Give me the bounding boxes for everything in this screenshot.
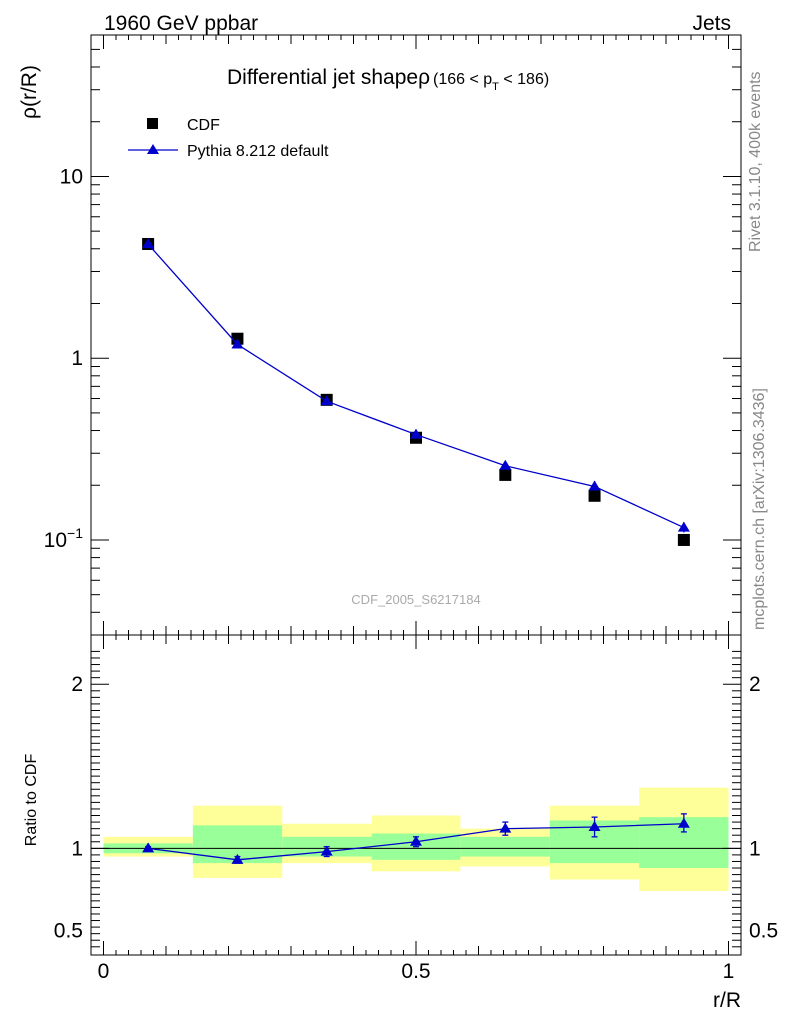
ratio-data-point bbox=[677, 817, 690, 828]
main-plot-data bbox=[142, 237, 690, 546]
ratio-plot-y-ticks bbox=[91, 650, 741, 948]
stat-uncertainty-band bbox=[460, 836, 550, 857]
y-tick-label: 10 bbox=[60, 165, 83, 188]
ratio-plot-x-tick-labels: 0 0.5 1 bbox=[98, 960, 735, 983]
pythia-data-point bbox=[588, 480, 601, 491]
ratio-y-tick-label-right: 2 bbox=[749, 673, 761, 696]
plot-title-range-open: (166 < p bbox=[433, 71, 492, 88]
plot-title-main: Differential jet shape bbox=[227, 66, 418, 89]
cdf-data-point bbox=[677, 533, 690, 546]
cdf-data-point bbox=[499, 468, 512, 481]
header-energy: 1960 GeV ppbar bbox=[104, 12, 258, 35]
legend-pythia-label: Pythia 8.212 default bbox=[187, 143, 329, 160]
x-axis-label: r/R bbox=[713, 989, 741, 1012]
analysis-watermark: CDF_2005_S6217184 bbox=[351, 592, 480, 607]
pythia-data-point bbox=[320, 395, 333, 406]
ratio-y-tick-label-right: 1 bbox=[749, 837, 761, 860]
rivet-label: Rivet 3.1.10, 400k events bbox=[747, 71, 764, 252]
ratio-y-tick-label: 1 bbox=[71, 837, 83, 860]
y-tick-label: 10−1 bbox=[44, 525, 84, 552]
pythia-data-point bbox=[142, 238, 155, 249]
ratio-plot-data bbox=[142, 813, 690, 864]
ratio-data-point bbox=[588, 821, 601, 831]
plot-title-range-close: < 186) bbox=[499, 71, 549, 88]
main-plot-y-ticks bbox=[91, 34, 741, 636]
ratio-plot-y-tick-labels: 2 2 1 1 0.5 0.5 bbox=[54, 673, 778, 942]
pythia-line bbox=[147, 243, 685, 529]
main-plot-y-tick-labels: 10 1 10−1 bbox=[44, 165, 84, 552]
legend-pythia-marker bbox=[147, 144, 159, 154]
y-axis-label: ρ(r/R) bbox=[18, 65, 41, 119]
legend: CDF Pythia 8.212 default bbox=[128, 117, 329, 160]
legend-cdf-label: CDF bbox=[187, 117, 220, 134]
ratio-y-axis-label: Ratio to CDF bbox=[23, 754, 40, 847]
x-tick-label: 0.5 bbox=[401, 960, 430, 983]
y-tick-label: 1 bbox=[71, 347, 83, 370]
ratio-data-point bbox=[142, 842, 155, 853]
cdf-data-point bbox=[588, 489, 601, 502]
plot-title-range-sub: T bbox=[492, 81, 499, 93]
x-tick-label: 1 bbox=[723, 960, 735, 983]
ratio-data-point bbox=[320, 845, 333, 856]
ratio-data-point bbox=[499, 822, 512, 833]
ratio-y-tick-label: 0.5 bbox=[54, 919, 83, 942]
pythia-data-point bbox=[231, 338, 244, 349]
ratio-plot-x-ticks bbox=[103, 635, 729, 955]
main-plot-x-ticks bbox=[103, 35, 729, 635]
ratio-data-point bbox=[410, 835, 422, 846]
legend-cdf-marker bbox=[147, 118, 158, 129]
plot-title: Differential jet shapeρ (166 < pT < 186) bbox=[227, 66, 549, 93]
plot-title-rho: ρ bbox=[418, 66, 430, 89]
pythia-data-point bbox=[677, 521, 690, 532]
pythia-data-point bbox=[410, 428, 422, 439]
header-process: Jets bbox=[692, 12, 731, 35]
main-plot-panel: 10 1 10−1 ρ(r/R) Differential jet shapeρ (1… bbox=[18, 34, 742, 636]
ratio-y-tick-label-right: 0.5 bbox=[749, 919, 778, 942]
ratio-y-tick-label: 2 bbox=[71, 673, 83, 696]
pythia-data-point bbox=[499, 459, 512, 470]
ratio-data-point bbox=[231, 853, 244, 864]
mcplots-label: mcplots.cern.ch [arXiv:1306.3436] bbox=[751, 388, 768, 630]
ratio-plot-panel: 2 21 10.5 0.5 0 0.5 1 Ratio to CDF r/R bbox=[23, 634, 778, 1012]
x-tick-label: 0 bbox=[98, 960, 110, 983]
